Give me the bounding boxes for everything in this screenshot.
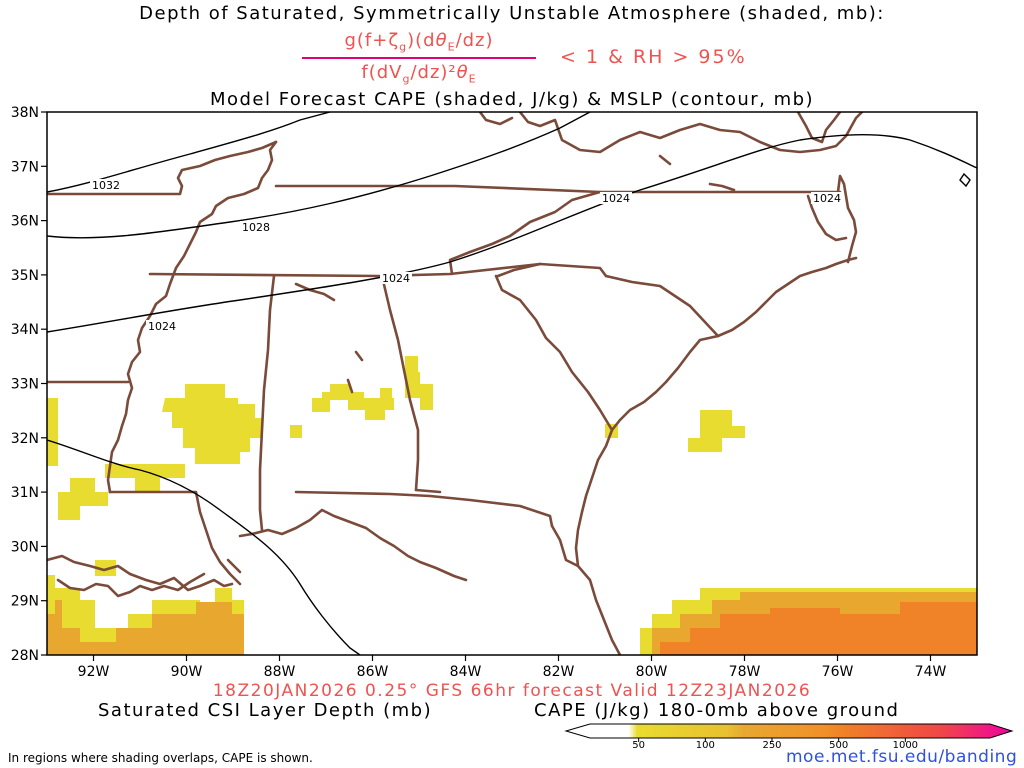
- formula-condition: < 1 & RH > 95%: [560, 46, 747, 68]
- title-line-3: Model Forecast CAPE (shaded, J/kg) & MSL…: [209, 89, 815, 110]
- cape-shading-250: [660, 602, 977, 655]
- isobar-label-1024-c: 1024: [813, 192, 841, 205]
- lon-tick-label: 84W: [450, 664, 482, 680]
- isobar-label-1028: 1028: [242, 221, 270, 234]
- lat-tick-label: 34N: [11, 322, 39, 338]
- colorbar-tick-label: 500: [829, 740, 848, 751]
- run-info: 18Z20JAN2026 0.25° GFS 66hr forecast Val…: [212, 681, 812, 701]
- colorbar-tick-label: 100: [696, 740, 715, 751]
- lat-tick-label: 35N: [11, 268, 39, 284]
- cape-legend-label: CAPE (J/kg) 180-0mb above ground: [534, 700, 900, 721]
- isobar-label-1024-a: 1024: [382, 272, 410, 285]
- lat-tick-label: 33N: [11, 377, 39, 393]
- isobars: [47, 112, 977, 655]
- lon-tick-label: 86W: [357, 664, 389, 680]
- lat-tick-label: 37N: [11, 159, 39, 175]
- lat-tick-label: 31N: [11, 485, 39, 501]
- colorbar-tick-label: 1000: [893, 740, 918, 751]
- formula-numerator: g(f+ζg)(dθE/dz): [344, 30, 494, 54]
- lon-tick-label: 88W: [264, 664, 296, 680]
- overlap-note: In regions where shading overlaps, CAPE …: [8, 751, 313, 765]
- lon-tick-label: 74W: [915, 664, 947, 680]
- isobar-label-1032: 1032: [92, 179, 120, 192]
- cape-colorbar: 50 100 250 500 1000: [564, 723, 1014, 751]
- lat-tick-label: 32N: [11, 431, 39, 447]
- lat-tick-label: 28N: [11, 648, 39, 664]
- lon-tick-label: 78W: [729, 664, 761, 680]
- isobar-label-1024-b: 1024: [602, 192, 630, 205]
- lat-tick-label: 36N: [11, 214, 39, 230]
- lon-tick-label: 82W: [543, 664, 575, 680]
- formula-fraction-bar: [302, 57, 536, 59]
- csi-legend-label: Saturated CSI Layer Depth (mb): [98, 700, 433, 721]
- isobar-labels: 1032 1028 1024 1024 1024 1024: [90, 179, 843, 333]
- isobar-label-1024-d: 1024: [148, 320, 176, 333]
- lon-tick-label: 76W: [822, 664, 854, 680]
- title-line-1: Depth of Saturated, Symmetrically Unstab…: [139, 3, 885, 24]
- lon-tick-label: 90W: [171, 664, 203, 680]
- state-borders: [47, 112, 864, 655]
- website-link[interactable]: moe.met.fsu.edu/banding: [786, 747, 1018, 767]
- map-axes: 38N 37N 36N 35N 34N 33N 32N 31N 30N 29N 28N 92W 90W 8…: [11, 105, 947, 680]
- formula-denominator: f(dVg/dz)²θE: [361, 62, 477, 86]
- lon-tick-label: 80W: [636, 664, 668, 680]
- lon-tick-label: 92W: [78, 664, 110, 680]
- colorbar-tick-label: 50: [632, 740, 645, 751]
- lat-tick-label: 29N: [11, 594, 39, 610]
- lat-tick-label: 38N: [11, 105, 39, 121]
- colorbar-tick-label: 250: [762, 740, 781, 751]
- lat-tick-label: 30N: [11, 539, 39, 555]
